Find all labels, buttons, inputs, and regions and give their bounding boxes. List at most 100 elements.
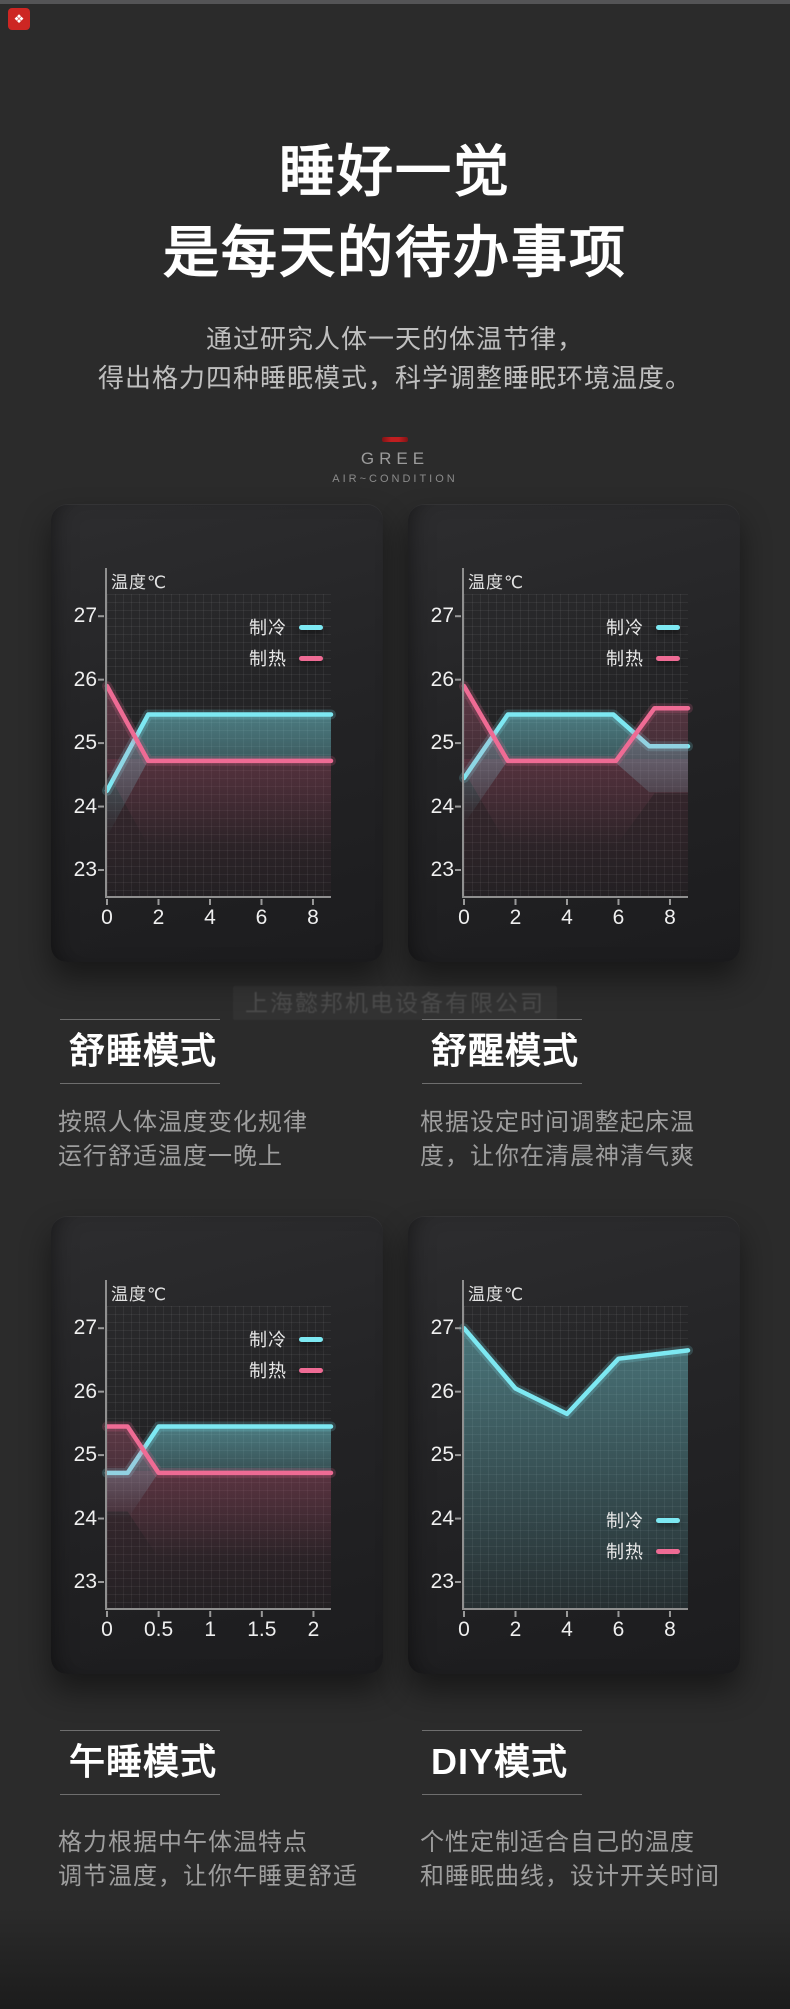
y-tick-label: 23 [73, 857, 97, 881]
x-tick-label: 8 [664, 1618, 676, 1641]
mode-divider-top [60, 1019, 220, 1020]
y-tick-label: 25 [430, 731, 454, 755]
chart-canvas [98, 568, 336, 905]
mode-title: 舒睡模式 [69, 1030, 218, 1071]
x-tick-label: 6 [612, 906, 625, 929]
x-tick-label: 6 [255, 906, 268, 929]
hero-subtitle-line2: 得出格力四种睡眠模式，科学调整睡眠环境温度。 [97, 363, 692, 393]
chart-legend: 制冷 制热 [606, 1509, 680, 1562]
y-tick-label: 24 [430, 794, 454, 818]
mode-description-line1: 个性定制适合自己的温度 [420, 1829, 695, 1856]
y-tick-label: 25 [430, 1443, 454, 1467]
mode-title: 舒醒模式 [431, 1030, 580, 1071]
y-tick-label: 27 [73, 1316, 97, 1340]
legend-item: 制冷 [249, 616, 323, 638]
legend-swatch [299, 1336, 323, 1342]
x-tick-label: 0 [101, 1618, 113, 1641]
x-tick-label: 2 [152, 906, 165, 929]
legend-swatch [656, 1548, 680, 1554]
y-tick-label: 27 [73, 604, 97, 628]
hero-title-line2: 是每天的待办事项 [163, 221, 627, 284]
hero-title-line1: 睡好一觉 [279, 140, 511, 203]
brand-accent-dash [382, 437, 408, 442]
legend-item: 制热 [249, 1359, 323, 1381]
legend-label: 制冷 [606, 618, 644, 638]
chart-axis-title: 温度℃ [468, 1285, 525, 1304]
y-tick-label: 23 [430, 1569, 454, 1593]
x-tick-label: 2 [509, 906, 522, 929]
mode-divider-bottom [60, 1083, 220, 1084]
mode-block-wushui: 午睡模式 [60, 1730, 300, 1795]
x-tick-label: 2 [509, 1618, 522, 1641]
x-tick-label: 0 [101, 906, 113, 929]
hero-subtitle-line1: 通过研究人体一天的体温节律， [205, 324, 584, 354]
x-tick-label: 0 [458, 1618, 470, 1641]
x-tick-label: 0 [458, 906, 470, 929]
x-tick-label: 1.5 [247, 1618, 277, 1641]
mode-divider-top [60, 1730, 220, 1731]
chart-card-wushui: 温度℃ 27 26 25 24 23 0 0.5 1 1.5 2 制冷 制热 [51, 1216, 383, 1674]
mode-description-line2: 度，让你在清晨神清气爽 [420, 1143, 695, 1170]
legend-swatch [656, 655, 680, 661]
x-tick-label: 0.5 [144, 1618, 174, 1641]
legend-swatch [656, 624, 680, 630]
hero-subtitle: 通过研究人体一天的体温节律， 得出格力四种睡眠模式，科学调整睡眠环境温度。 [0, 320, 790, 398]
mode-title: 午睡模式 [69, 1741, 218, 1782]
mode-divider-bottom [422, 1083, 582, 1084]
legend-label: 制冷 [249, 1330, 287, 1350]
y-tick-label: 26 [430, 1379, 454, 1403]
mode-description: 个性定制适合自己的温度 和睡眠曲线，设计开关时间 [420, 1826, 720, 1894]
brand-name: GREE [360, 449, 430, 468]
mode-description: 根据设定时间调整起床温 度，让你在清晨神清气爽 [420, 1106, 695, 1174]
chart-canvas [98, 1280, 336, 1617]
x-tick-label: 6 [612, 1618, 625, 1641]
top-bar [0, 0, 790, 4]
x-tick-label: 4 [204, 906, 216, 929]
y-tick-label: 24 [430, 1506, 454, 1530]
mode-description-line2: 调节温度，让你午睡更舒适 [58, 1863, 358, 1890]
y-tick-label: 25 [73, 731, 97, 755]
legend-swatch [299, 655, 323, 661]
mode-block-shushui: 舒睡模式 [60, 1019, 300, 1084]
corner-logo-glyph: ❖ [13, 12, 25, 26]
mode-description: 格力根据中午体温特点 调节温度，让你午睡更舒适 [58, 1826, 358, 1894]
legend-item: 制冷 [606, 616, 680, 638]
mode-title: DIY模式 [431, 1741, 569, 1782]
chart-card-shushui: 温度℃ 27 26 25 24 23 0 2 4 6 8 制冷 制热 [51, 504, 383, 962]
y-tick-label: 23 [430, 857, 454, 881]
mode-divider-top [422, 1019, 582, 1020]
chart-legend: 制冷 制热 [249, 616, 323, 669]
legend-item: 制冷 [606, 1509, 680, 1531]
mode-divider-bottom [60, 1794, 220, 1795]
legend-item: 制热 [249, 647, 323, 669]
y-tick-label: 24 [73, 794, 97, 818]
chart-canvas [455, 568, 693, 905]
y-tick-label: 26 [73, 667, 97, 691]
legend-label: 制热 [606, 649, 644, 669]
hero-title: 睡好一觉 是每天的待办事项 [0, 131, 790, 293]
chart-axis-title: 温度℃ [111, 1285, 168, 1304]
mode-description-line1: 根据设定时间调整起床温 [420, 1109, 695, 1136]
legend-label: 制冷 [606, 1511, 644, 1531]
legend-item: 制热 [606, 1540, 680, 1562]
legend-label: 制冷 [249, 618, 287, 638]
x-tick-label: 2 [307, 1618, 320, 1641]
y-tick-label: 26 [430, 667, 454, 691]
y-tick-label: 23 [73, 1569, 97, 1593]
y-tick-label: 26 [73, 1379, 97, 1403]
legend-swatch [656, 1517, 680, 1523]
chart-axis-title: 温度℃ [111, 573, 168, 592]
chart-axis-title: 温度℃ [468, 573, 525, 592]
y-tick-label: 27 [430, 604, 454, 628]
brand-mark: GREE AIR~CONDITION [0, 437, 790, 486]
x-tick-label: 4 [561, 1618, 573, 1641]
mode-description-line2: 运行舒适温度一晚上 [58, 1143, 283, 1170]
corner-logo-icon: ❖ [8, 8, 30, 30]
chart-canvas [455, 1280, 693, 1617]
y-tick-label: 27 [430, 1316, 454, 1340]
y-tick-label: 24 [73, 1506, 97, 1530]
x-tick-label: 1 [204, 1618, 217, 1641]
mode-divider-bottom [422, 1794, 582, 1795]
x-tick-label: 8 [307, 906, 319, 929]
